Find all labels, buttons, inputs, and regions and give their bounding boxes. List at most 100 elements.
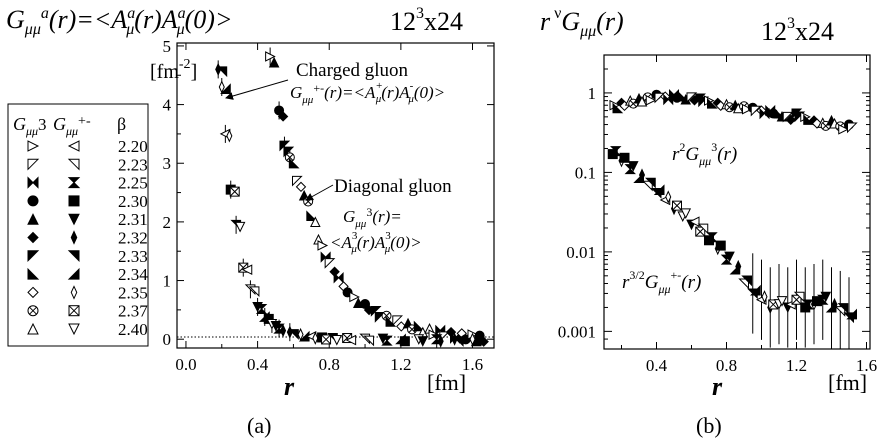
data-point-a-diagonal	[333, 272, 344, 284]
data-point-b-charged r^3/2	[638, 168, 646, 182]
data-point-a-charged	[280, 324, 287, 338]
data-point-b-charged r^3/2	[738, 278, 749, 290]
legend-marker-charged-2.40	[68, 323, 80, 336]
legend-beta-2.34: 2.34	[118, 265, 148, 284]
legend-marker-diag-2.33	[27, 250, 40, 263]
annotation-charged-gluon: Charged gluon	[296, 60, 409, 81]
panel-b-caption: (b)	[696, 413, 722, 438]
legend-marker-charged-2.32	[70, 230, 78, 245]
data-point-b-diagonal r^2	[636, 95, 648, 107]
legend-header-beta: β	[117, 114, 126, 134]
panel-b-ticks: 0.4 0.8 1.2 1.6 0.001 0.01 0.1 1	[558, 54, 877, 375]
legend: Gμμ3 Gμμ+- β 2.202.232.252.302.312.322.3…	[7, 103, 149, 347]
panel-b-lattice-size: 123x24	[761, 15, 834, 46]
legend-beta-2.32: 2.32	[118, 229, 148, 248]
x-tick-label-a: 0.4	[247, 355, 269, 374]
x-tick-label-b: 1.2	[786, 356, 807, 375]
data-point-b-charged r^3/2	[761, 290, 768, 304]
y-tick-label-a: 3	[163, 154, 172, 173]
y-tick-label-b: 0.001	[558, 322, 596, 341]
data-point-a-diagonal	[317, 240, 329, 251]
data-point-a-charged	[229, 186, 240, 197]
y-tick-label-a: 2	[163, 213, 172, 232]
y-tick-label-a: 1	[163, 272, 172, 291]
y-tick-label-a: 0	[163, 330, 172, 349]
legend-beta-2.31: 2.31	[118, 210, 148, 229]
data-point-b-charged r^3/2	[688, 216, 700, 227]
arrow-diagonal	[305, 184, 334, 201]
panel-a-caption: (a)	[247, 413, 271, 438]
legend-marker-charged-2.37	[68, 305, 80, 317]
legend-marker-diag-2.23	[27, 158, 40, 171]
legend-marker-charged-2.25	[67, 177, 81, 189]
panel-a-lattice-size: 123x24	[390, 5, 463, 36]
x-tick-label-a: 0.0	[175, 355, 196, 374]
data-point-a-diagonal	[360, 299, 371, 310]
legend-marker-diag-2.30	[27, 195, 39, 207]
data-point-a-diagonal	[306, 210, 318, 222]
data-point-b-charged r^3/2	[776, 296, 788, 307]
annotation-charged-formula: Gμμ+-(r)=<A+ μ(r)A-μ(0)>	[290, 80, 445, 106]
data-point-a-charged	[241, 264, 253, 275]
legend-marker-charged-2.23	[67, 158, 80, 171]
data-point-b-charged r^3/2	[820, 291, 832, 303]
data-point-b-charged r^3/2	[750, 284, 761, 296]
annotation-r2-diagonal: r2Gμμ3(r)	[672, 140, 737, 168]
data-point-a-diagonal	[274, 105, 285, 116]
data-point-a-diagonal	[396, 321, 407, 332]
data-point-b-diagonal r^2	[686, 92, 698, 104]
y-tick-label-b: 0.01	[566, 243, 596, 262]
data-point-b-charged r^3/2	[724, 251, 735, 263]
panel-a-x-unit: [fm]	[427, 370, 466, 395]
data-point-b-diagonal r^2	[782, 111, 794, 123]
data-point-a-diagonal	[381, 310, 392, 321]
panel-a-axes: 0.0 0.4 0.8 1.2 1.6 0 1 2 3 4 5	[163, 37, 495, 374]
y-tick-label-a: 5	[163, 37, 172, 56]
annotation-r32-charged: r3/2Gμμ+-(r)	[622, 268, 701, 296]
legend-beta-2.35: 2.35	[118, 283, 148, 302]
data-point-a-diagonal	[277, 111, 289, 122]
data-point-b-charged r^3/2	[645, 177, 656, 189]
data-point-b-charged r^3/2	[697, 223, 709, 235]
data-point-a-charged	[437, 334, 444, 348]
data-point-a-charged	[312, 331, 319, 345]
x-tick-label-b: 0.8	[716, 356, 737, 375]
panel-b-axes: 0.4 0.8 1.2 1.6 0.001 0.01 0.1 1	[558, 54, 877, 375]
data-point-b-charged r^3/2	[802, 299, 814, 310]
legend-marker-diag-2.40	[27, 322, 39, 335]
legend-marker-diag-2.25	[27, 176, 39, 189]
data-point-b-charged r^3/2	[619, 152, 630, 163]
legend-marker-diag-2.32	[27, 231, 39, 244]
data-point-a-diagonal	[283, 146, 295, 158]
legend-marker-diag-2.35	[27, 286, 39, 299]
data-point-a-diagonal	[324, 258, 336, 269]
legend-beta-2.20: 2.20	[118, 137, 148, 156]
data-point-a-diagonal	[291, 175, 303, 187]
x-tick-label-a: 1.6	[462, 355, 483, 374]
data-point-a-charged	[226, 129, 233, 143]
legend-marker-charged-2.33	[67, 250, 80, 263]
legend-marker-diag-2.31	[27, 213, 39, 225]
data-point-b-charged r^3/2	[627, 161, 639, 172]
data-point-a-charged	[363, 335, 375, 347]
data-point-b-charged r^3/2	[735, 259, 742, 274]
panel-b-x-label: r	[712, 372, 723, 401]
panel-a-ticks: 0.0 0.4 0.8 1.2 1.6 0 1 2 3 4 5	[163, 37, 494, 374]
annotation-diagonal-gluon: Diagonal gluon	[334, 176, 452, 197]
panel-b-frame	[603, 54, 871, 350]
legend-box	[7, 103, 149, 347]
legend-beta-2.40: 2.40	[118, 320, 148, 339]
data-point-a-charged	[321, 334, 332, 345]
data-point-b-charged r^3/2	[706, 232, 718, 243]
data-point-a-charged	[470, 335, 482, 347]
legend-beta-2.23: 2.23	[118, 155, 148, 174]
annotation-diagonal-formula-1: Gμμ3(r)=	[343, 205, 402, 230]
legend-marker-diag-2.34	[27, 267, 40, 280]
data-point-b-charged r^3/2	[642, 180, 653, 192]
data-point-a-charged	[255, 303, 268, 314]
data-point-a-charged	[234, 221, 246, 233]
data-point-a-diagonal	[349, 291, 360, 303]
data-point-a-diagonal	[310, 216, 321, 228]
y-tick-label-b: 0.1	[575, 163, 596, 182]
